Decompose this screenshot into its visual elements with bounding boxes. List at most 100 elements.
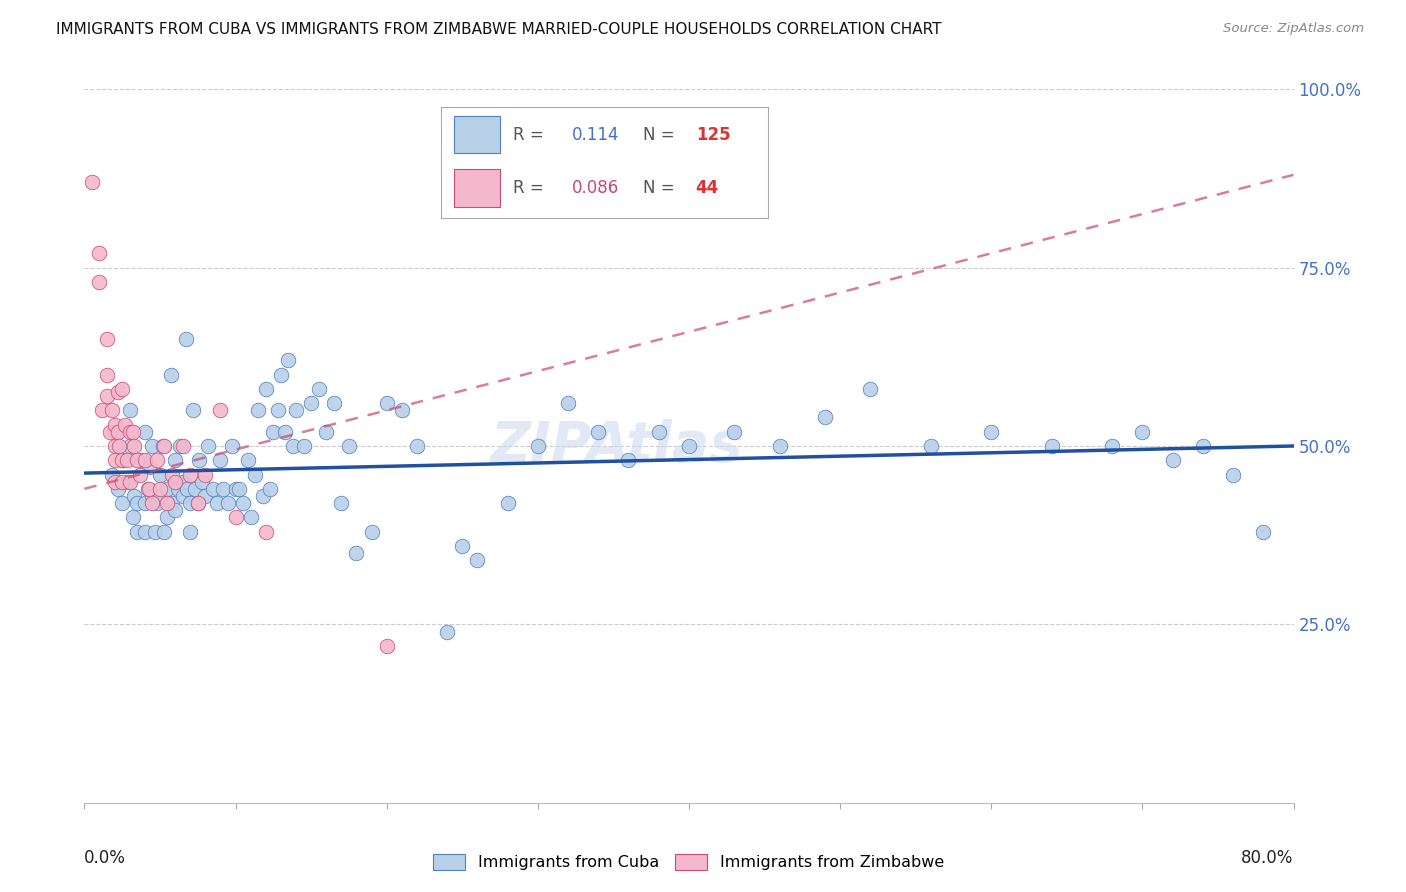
Point xyxy=(1101,439,1123,453)
Point xyxy=(391,403,413,417)
Point xyxy=(104,475,127,489)
Point xyxy=(179,467,201,482)
Point xyxy=(1192,439,1215,453)
Point xyxy=(127,453,149,467)
Point xyxy=(156,510,179,524)
Point xyxy=(111,475,134,489)
Point xyxy=(141,439,163,453)
Point xyxy=(136,482,159,496)
Point xyxy=(165,475,187,489)
Point xyxy=(118,475,141,489)
Point xyxy=(165,503,187,517)
Point xyxy=(107,425,129,439)
Point xyxy=(118,403,141,417)
Point xyxy=(165,453,187,467)
Point xyxy=(89,275,111,289)
Point xyxy=(108,439,131,453)
Point xyxy=(104,417,127,432)
Point xyxy=(281,439,304,453)
Point xyxy=(225,510,247,524)
Point xyxy=(247,403,270,417)
Legend: Immigrants from Cuba, Immigrants from Zimbabwe: Immigrants from Cuba, Immigrants from Zi… xyxy=(427,847,950,877)
Point xyxy=(115,475,138,489)
Point xyxy=(134,524,156,539)
Point xyxy=(225,482,247,496)
Point xyxy=(149,467,172,482)
Point xyxy=(156,496,179,510)
Point xyxy=(212,482,235,496)
Point xyxy=(159,368,181,382)
Point xyxy=(337,439,360,453)
Point xyxy=(723,425,745,439)
Point xyxy=(451,539,474,553)
Point xyxy=(406,439,429,453)
Point xyxy=(172,439,194,453)
Point xyxy=(1040,439,1063,453)
Point xyxy=(122,489,145,503)
Point xyxy=(201,482,224,496)
Point xyxy=(259,482,281,496)
Point xyxy=(1222,467,1244,482)
Point xyxy=(330,496,353,510)
Point xyxy=(239,510,262,524)
Point xyxy=(89,246,111,260)
Point xyxy=(96,389,118,403)
Point xyxy=(127,524,149,539)
Point xyxy=(221,439,243,453)
Point xyxy=(104,453,127,467)
Text: 80.0%: 80.0% xyxy=(1241,849,1294,867)
Text: ZIPAtlas: ZIPAtlas xyxy=(491,419,742,473)
Point xyxy=(114,417,136,432)
Point xyxy=(153,439,176,453)
Point xyxy=(141,496,163,510)
Point xyxy=(360,524,382,539)
Point xyxy=(107,385,129,400)
Point xyxy=(648,425,671,439)
Point xyxy=(138,482,160,496)
Point xyxy=(149,489,172,503)
Point xyxy=(172,489,194,503)
Point xyxy=(270,368,292,382)
Text: IMMIGRANTS FROM CUBA VS IMMIGRANTS FROM ZIMBABWE MARRIED-COUPLE HOUSEHOLDS CORRE: IMMIGRANTS FROM CUBA VS IMMIGRANTS FROM … xyxy=(56,22,942,37)
Point xyxy=(315,425,337,439)
Point xyxy=(111,382,134,396)
Point xyxy=(277,353,299,368)
Point xyxy=(100,403,122,417)
Point xyxy=(138,460,160,475)
Point xyxy=(153,524,176,539)
Point xyxy=(188,453,211,467)
Point xyxy=(299,396,322,410)
Point xyxy=(149,482,172,496)
Point xyxy=(127,496,149,510)
Point xyxy=(209,403,232,417)
Point xyxy=(262,425,284,439)
Point xyxy=(678,439,700,453)
Text: 0.0%: 0.0% xyxy=(84,849,127,867)
Point xyxy=(146,496,169,510)
Point xyxy=(920,439,942,453)
Point xyxy=(121,510,143,524)
Point xyxy=(115,453,138,467)
Point xyxy=(169,439,191,453)
Point xyxy=(243,467,266,482)
Point xyxy=(254,524,277,539)
Point xyxy=(141,489,163,503)
Point xyxy=(617,453,640,467)
Point xyxy=(375,639,398,653)
Point xyxy=(100,467,122,482)
Point xyxy=(769,439,792,453)
Point xyxy=(179,524,201,539)
Point xyxy=(496,496,519,510)
Point xyxy=(322,396,344,410)
Point xyxy=(179,496,201,510)
Point xyxy=(346,546,368,560)
Point xyxy=(121,425,143,439)
Point xyxy=(160,467,183,482)
Point xyxy=(285,403,308,417)
Point xyxy=(104,439,127,453)
Point xyxy=(118,425,141,439)
Point xyxy=(91,403,114,417)
Point xyxy=(96,332,118,346)
Point xyxy=(274,425,297,439)
Point xyxy=(207,496,229,510)
